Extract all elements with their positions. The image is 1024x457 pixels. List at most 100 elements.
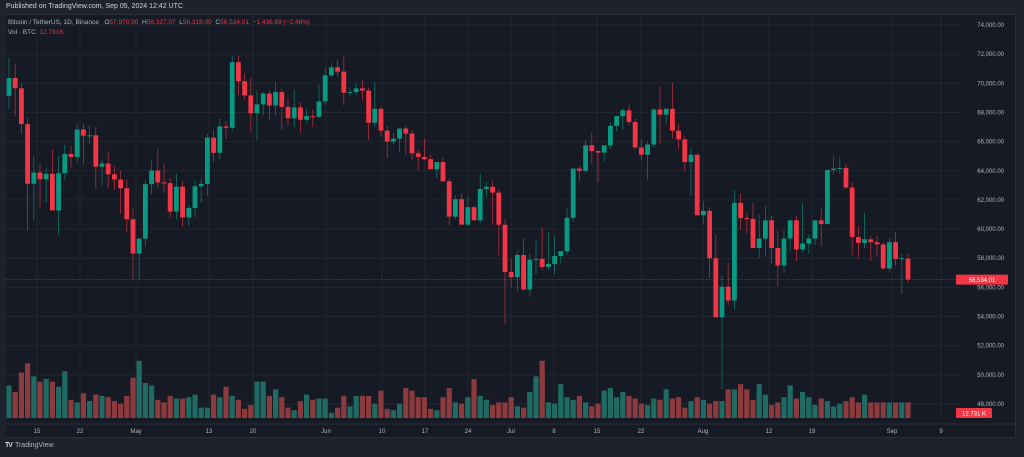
candle-body[interactable] <box>465 207 471 225</box>
candle-body[interactable] <box>750 218 756 249</box>
candle-body[interactable] <box>744 218 750 220</box>
candle-body[interactable] <box>167 183 173 212</box>
candle-body[interactable] <box>223 126 229 128</box>
candle-body[interactable] <box>880 244 886 269</box>
candle-body[interactable] <box>800 243 805 250</box>
candle-body[interactable] <box>515 255 520 278</box>
candle-body[interactable] <box>899 258 905 260</box>
candle-body[interactable] <box>118 179 123 189</box>
candle-body[interactable] <box>291 107 297 119</box>
candle-body[interactable] <box>794 220 799 250</box>
candle-body[interactable] <box>143 184 148 239</box>
candle-body[interactable] <box>298 107 303 120</box>
candle-body[interactable] <box>155 170 161 183</box>
candle-body[interactable] <box>818 220 824 224</box>
candle-body[interactable] <box>31 172 37 184</box>
volume-label[interactable]: Vol · BTC <box>8 29 36 36</box>
candle-body[interactable] <box>248 95 254 114</box>
candle-body[interactable] <box>539 258 545 267</box>
candle-body[interactable] <box>353 88 359 93</box>
candle-body[interactable] <box>620 110 626 117</box>
candle-body[interactable] <box>657 109 663 115</box>
candle-body[interactable] <box>453 199 458 217</box>
candle-body[interactable] <box>81 129 86 136</box>
candle-body[interactable] <box>366 90 371 123</box>
candle-body[interactable] <box>43 173 49 180</box>
candle-body[interactable] <box>862 239 867 243</box>
candle-body[interactable] <box>310 116 316 118</box>
candle-body[interactable] <box>316 101 322 117</box>
candle-body[interactable] <box>273 92 278 106</box>
candle-body[interactable] <box>725 286 731 301</box>
candle-body[interactable] <box>87 135 92 137</box>
candle-body[interactable] <box>62 154 68 174</box>
candle-body[interactable] <box>174 186 179 212</box>
candle-body[interactable] <box>676 130 681 140</box>
candle-body[interactable] <box>694 154 700 216</box>
candle-body[interactable] <box>446 181 452 217</box>
candle-body[interactable] <box>564 217 570 252</box>
candle-body[interactable] <box>180 186 185 218</box>
candle-body[interactable] <box>384 130 390 142</box>
candle-body[interactable] <box>626 110 632 122</box>
candle-body[interactable] <box>68 154 74 158</box>
candle-body[interactable] <box>378 108 384 131</box>
candle-body[interactable] <box>56 173 61 211</box>
candle-body[interactable] <box>688 154 694 163</box>
candle-body[interactable] <box>831 168 836 171</box>
candle-body[interactable] <box>322 75 328 102</box>
candle-body[interactable] <box>632 121 638 148</box>
candle-body[interactable] <box>527 259 533 290</box>
candle-body[interactable] <box>589 145 595 152</box>
candle-body[interactable] <box>304 116 309 120</box>
candle-body[interactable] <box>874 242 880 245</box>
candle-body[interactable] <box>391 138 396 142</box>
candle-body[interactable] <box>397 128 402 139</box>
candle-body[interactable] <box>105 163 111 175</box>
candle-body[interactable] <box>558 251 564 257</box>
candle-body[interactable] <box>403 128 409 134</box>
candle-body[interactable] <box>577 168 582 171</box>
candle-body[interactable] <box>707 210 712 259</box>
candle-body[interactable] <box>663 108 669 115</box>
candle-body[interactable] <box>570 168 576 218</box>
candle-body[interactable] <box>484 186 489 189</box>
candle-body[interactable] <box>732 202 737 301</box>
candle-body[interactable] <box>738 202 743 219</box>
candle-body[interactable] <box>192 186 198 208</box>
candle-body[interactable] <box>415 153 421 157</box>
candle-body[interactable] <box>341 71 347 93</box>
candle-body[interactable] <box>279 92 285 107</box>
chart-frame[interactable] <box>0 14 1016 438</box>
candle-body[interactable] <box>372 108 378 123</box>
candle-body[interactable] <box>434 162 440 170</box>
candle-body[interactable] <box>769 220 774 249</box>
symbol-name[interactable]: Bitcoin / TetherUS, 1D, Binance <box>8 19 99 26</box>
candle-body[interactable] <box>477 188 483 221</box>
candle-body[interactable] <box>217 126 223 153</box>
candle-body[interactable] <box>12 77 18 89</box>
candle-body[interactable] <box>496 192 502 225</box>
candle-body[interactable] <box>787 220 793 239</box>
candle-body[interactable] <box>267 93 272 106</box>
candle-body[interactable] <box>136 238 142 254</box>
candle-body[interactable] <box>254 104 260 114</box>
candle-body[interactable] <box>124 188 130 220</box>
candle-body[interactable] <box>37 172 43 180</box>
candle-body[interactable] <box>595 151 601 153</box>
candle-body[interactable] <box>583 145 588 171</box>
candle-body[interactable] <box>360 88 365 91</box>
candle-body[interactable] <box>260 93 266 105</box>
tradingview-logo[interactable]: TV TradingView <box>5 442 53 449</box>
candle-body[interactable] <box>471 207 477 221</box>
candle-body[interactable] <box>6 77 12 96</box>
candle-body[interactable] <box>806 238 812 244</box>
candle-body[interactable] <box>93 135 99 167</box>
candle-body[interactable] <box>812 220 818 239</box>
candle-body[interactable] <box>849 187 855 238</box>
candle-body[interactable] <box>502 224 508 273</box>
candle-body[interactable] <box>25 124 30 184</box>
candle-body[interactable] <box>756 238 762 249</box>
candle-body[interactable] <box>409 133 415 154</box>
candle-body[interactable] <box>19 88 24 125</box>
